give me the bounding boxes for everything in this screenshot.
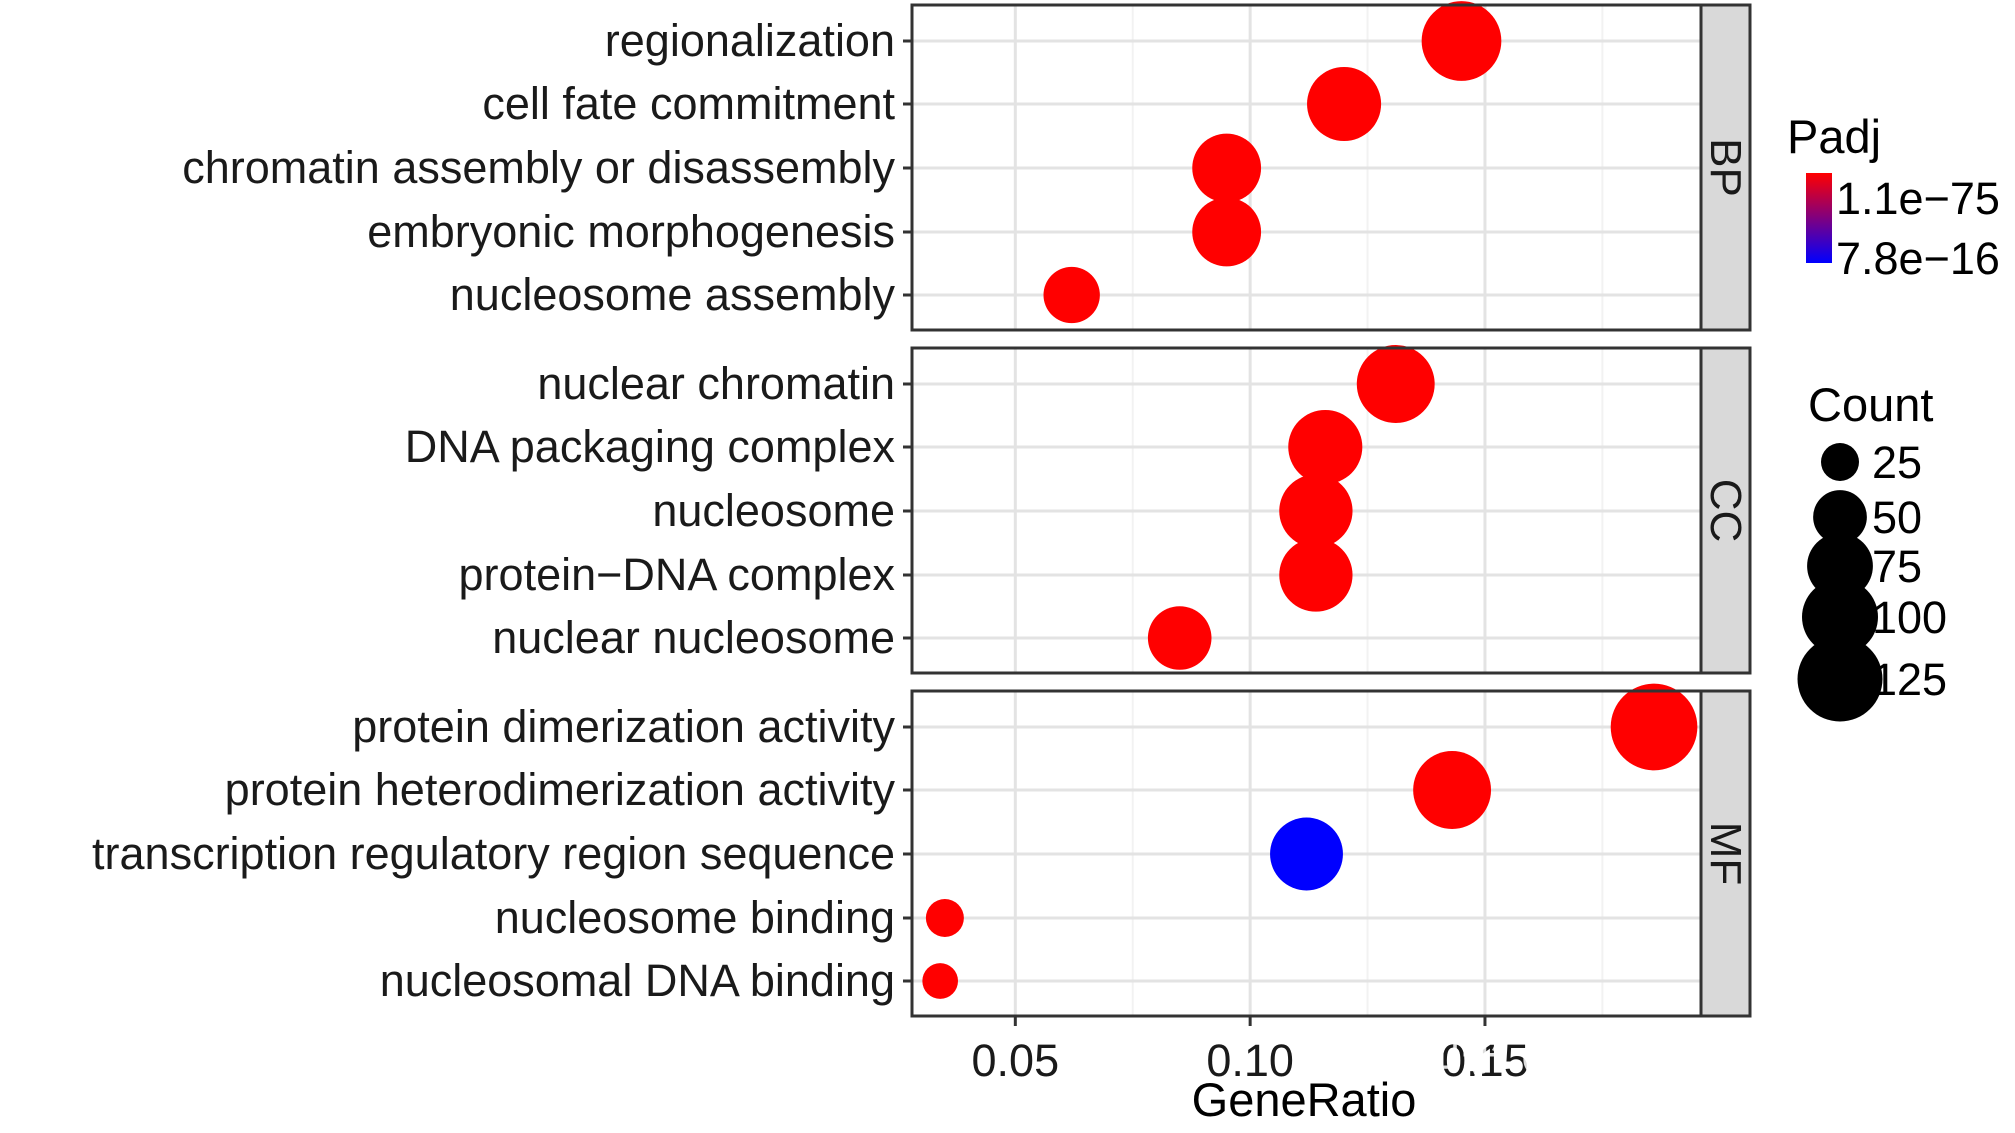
x-tick-label-0: 0.05 [972,1035,1060,1086]
facet-panel-cc: nuclear chromatin DNA packaging complex nu… [405,345,1752,675]
size-legend-label-25: 25 [1872,437,1922,488]
facet-strip-cc [1699,346,1752,675]
facet-strip-label-mf: MF [1701,822,1750,886]
point-protein-dimerization-activity [1610,683,1698,771]
x-axis-title: GeneRatio [1192,1073,1417,1126]
point-regionalization [1421,1,1502,81]
facet-strip-mf [1699,689,1752,1018]
point-protein-dna-complex [1279,538,1353,612]
term-label-embryonic-morphogenesis: embryonic morphogenesis [367,206,895,257]
watermark-text: 知乎 @罗厄诺克梦魔 [1415,1028,1842,1080]
x-tick-label-2: 0.15 [1441,1035,1529,1086]
size-legend-dot-100 [1802,579,1878,655]
point-chromatin-assembly-or-disassembly [1192,133,1262,203]
point-dna-packaging-complex [1288,409,1363,485]
size-legend-label-50: 50 [1872,492,1922,543]
point-cell-fate-commitment [1307,66,1382,142]
term-label-dna-packaging-complex: DNA packaging complex [405,421,896,472]
size-legend-dot-25 [1821,443,1859,481]
point-nucleosome-binding [925,899,964,937]
term-label-protein-dna-complex: protein−DNA complex [459,549,896,600]
point-protein-heterodimerization-activity [1413,751,1492,829]
facet-panel-bp: regionalization cell fate commitment chrom… [182,1,1752,332]
size-legend-dot-75 [1807,533,1873,599]
x-tick-label-1: 0.10 [1206,1035,1294,1086]
term-label-regionalization: regionalization [605,15,895,66]
color-legend: Padj 1.1e−75 7.8e−16 [1787,110,2000,284]
size-legend-label-75: 75 [1872,541,1922,592]
term-label-transcription-regulatory-region-sequence: transcription regulatory region sequence [92,828,895,879]
x-axis: 0.05 0.10 0.15 [972,1016,1529,1086]
point-nucleosome [1279,474,1353,548]
facet-strip-label-bp: BP [1701,138,1750,197]
color-legend-label-high: 1.1e−75 [1836,173,2000,224]
point-nuclear-nucleosome [1147,606,1212,670]
color-legend-title: Padj [1787,110,1881,163]
term-label-nucleosome-binding: nucleosome binding [495,892,895,943]
term-label-protein-heterodimerization-activity: protein heterodimerization activity [225,764,896,815]
term-label-protein-dimerization-activity: protein dimerization activity [352,701,895,752]
facet-strip-bp [1699,3,1752,332]
term-label-nuclear-nucleosome: nuclear nucleosome [492,612,895,663]
size-legend-label-125: 125 [1872,654,1947,705]
term-label-nucleosome-assembly: nucleosome assembly [450,269,896,320]
size-legend-dot-50 [1813,490,1867,544]
term-label-chromatin-assembly-or-disassembly: chromatin assembly or disassembly [182,142,895,193]
term-label-nucleosomal-dna-binding: nucleosomal DNA binding [380,955,895,1006]
point-nucleosome-assembly [1043,266,1100,324]
term-label-nucleosome: nucleosome [652,485,895,536]
point-nuclear-chromatin [1356,345,1435,423]
point-nucleosomal-dna-binding [922,963,959,999]
point-transcription-regulatory-region-sequence [1270,817,1343,891]
term-label-cell-fate-commitment: cell fate commitment [482,78,895,129]
facet-strip-label-cc: CC [1701,479,1750,543]
facet-panel-mf: protein dimerization activity protein het… [92,683,1752,1018]
color-legend-label-low: 7.8e−16 [1836,233,2000,284]
color-legend-gradient-bar [1806,173,1832,263]
point-embryonic-morphogenesis [1192,197,1262,267]
size-legend-dot-125 [1797,636,1883,722]
term-label-nuclear-chromatin: nuclear chromatin [537,358,895,409]
size-legend-label-100: 100 [1872,592,1947,643]
size-legend-title: Count [1808,378,1933,431]
